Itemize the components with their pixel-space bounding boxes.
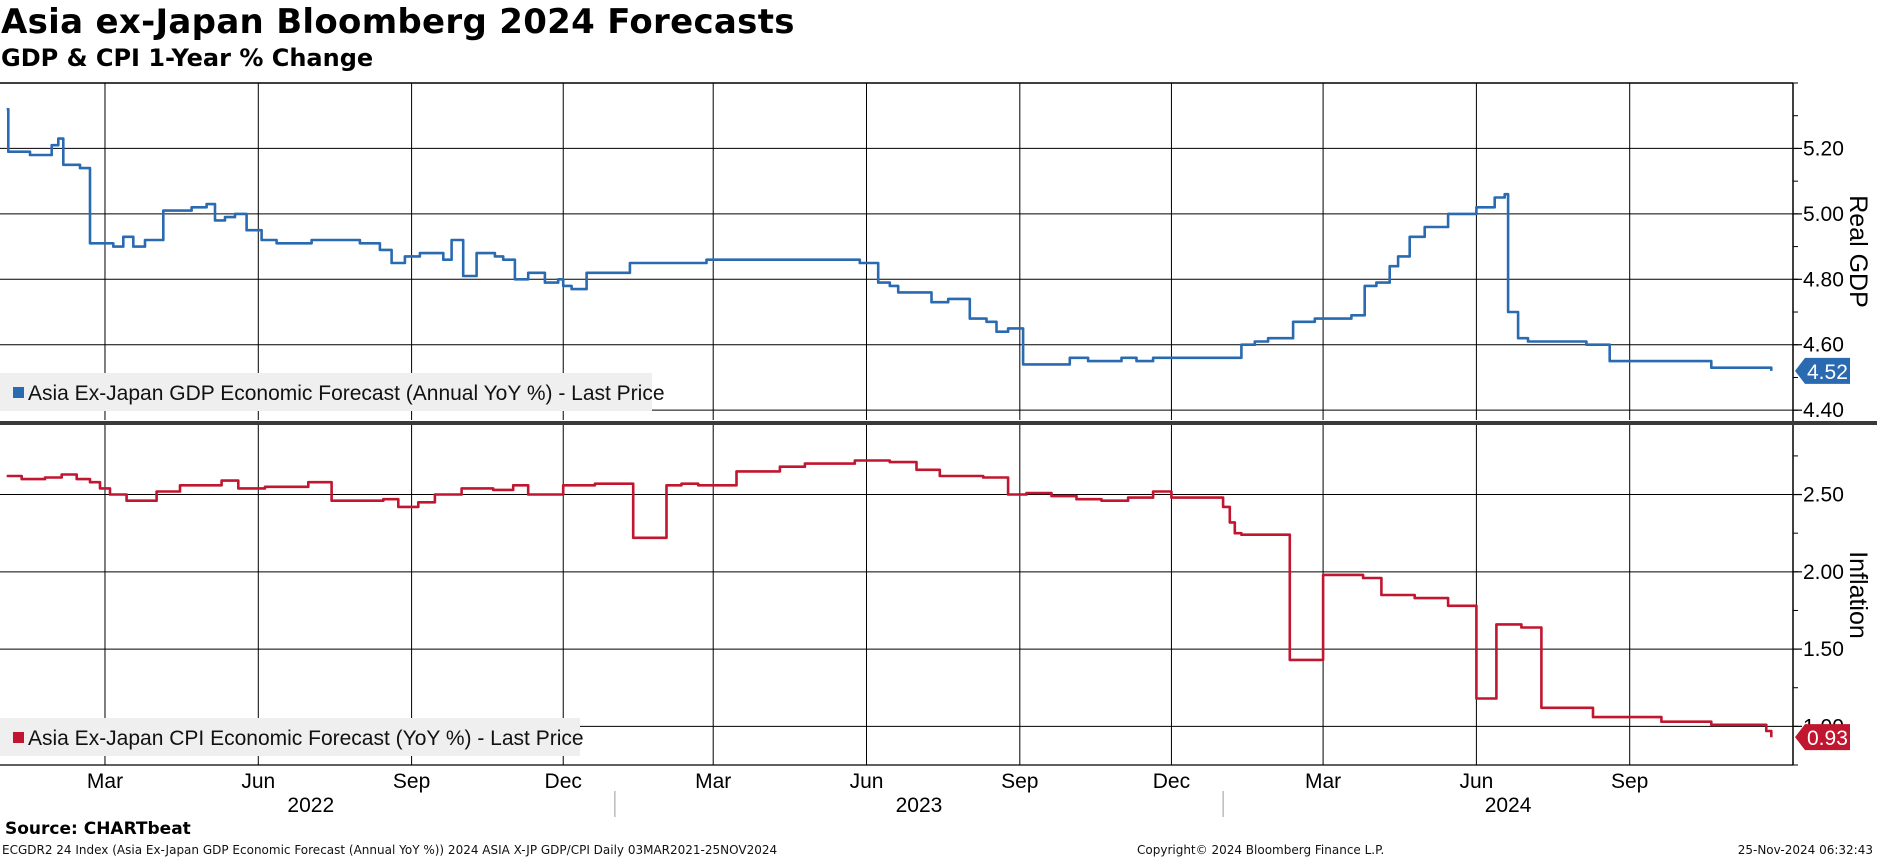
gdp-axis-title: Real GDP: [1844, 195, 1872, 308]
source-note: Source: CHARTbeat: [5, 819, 191, 839]
copyright-note: Copyright© 2024 Bloomberg Finance L.P.: [1137, 843, 1385, 857]
chart-title: Asia ex-Japan Bloomberg 2024 Forecasts: [1, 2, 795, 42]
x-month-label: Mar: [87, 770, 123, 793]
y-tick-label: 2.50: [1803, 484, 1844, 507]
timestamp: 25-Nov-2024 06:32:43: [1737, 843, 1873, 857]
x-month-label: Sep: [1001, 770, 1038, 793]
last-value-badge: [1795, 357, 1850, 384]
last-value-label: 0.93: [1807, 727, 1848, 750]
legend-swatch: [13, 732, 24, 743]
last-value-label: 4.52: [1807, 361, 1848, 384]
y-tick-label: 4.80: [1803, 268, 1844, 291]
grid-layer: [0, 83, 1793, 765]
legend-layer: 4.52 Asia Ex-Japan GDP Economic Forecast …: [0, 357, 1850, 756]
chart-subtitle: GDP & CPI 1-Year % Change: [1, 44, 374, 72]
x-month-label: Dec: [545, 770, 582, 793]
legend-entry: Asia Ex-Japan CPI Economic Forecast (YoY…: [28, 727, 584, 750]
x-month-label: Jun: [241, 770, 275, 793]
x-month-label: Jun: [1459, 770, 1493, 793]
last-value-badge: [1795, 724, 1850, 751]
x-month-label: Sep: [393, 770, 430, 793]
plot-frame: [0, 82, 1877, 766]
x-axis-layer: Mar Jun Sep Dec Mar Jun Sep Dec Mar Jun Sep 2022 202…: [87, 770, 1648, 817]
series-layer: [6, 107, 1773, 738]
x-year-label: 2022: [287, 794, 334, 817]
ticker-info: ECGDR2 24 Index (Asia Ex-Japan GDP Econo…: [2, 843, 778, 857]
gdp-series-line: [6, 107, 1773, 371]
legend-box: [0, 373, 652, 411]
legend-swatch: [13, 387, 24, 398]
legend-entry: Asia Ex-Japan GDP Economic Forecast (Ann…: [28, 382, 665, 405]
y-tick-label: 4.60: [1803, 334, 1844, 357]
cpi-series-line: [6, 459, 1773, 738]
y-tick-label: 1.50: [1803, 638, 1844, 661]
y-tick-label: 5.00: [1803, 203, 1844, 226]
y-tick-label: 2.00: [1803, 561, 1844, 584]
panel-divider: [0, 421, 1877, 425]
x-month-label: Jun: [850, 770, 884, 793]
x-month-label: Mar: [695, 770, 731, 793]
y-tick-label: 4.40: [1803, 399, 1844, 422]
x-year-label: 2024: [1485, 794, 1532, 817]
x-month-label: Mar: [1305, 770, 1341, 793]
y-tick-label: 5.20: [1803, 137, 1844, 160]
x-month-label: Dec: [1153, 770, 1190, 793]
inflation-axis-title: Inflation: [1844, 551, 1872, 639]
x-month-label: Sep: [1611, 770, 1648, 793]
legend-box: [0, 718, 580, 756]
x-year-label: 2023: [896, 794, 943, 817]
